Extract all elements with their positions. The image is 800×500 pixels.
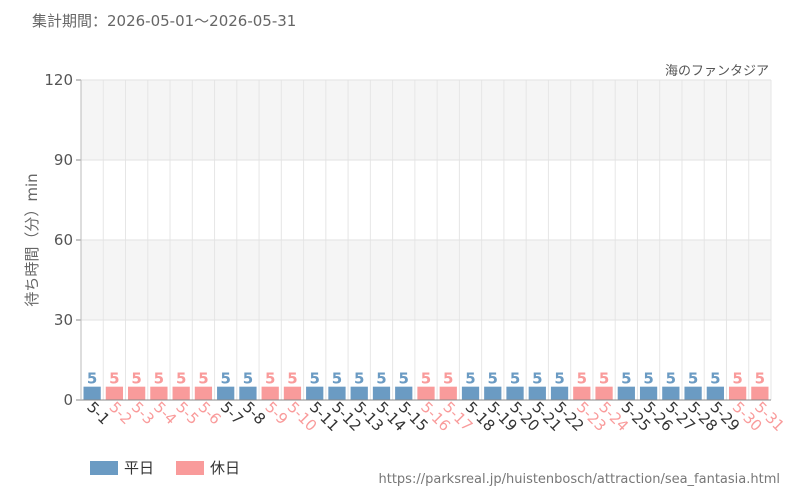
bar	[283, 386, 302, 400]
value-label: 5	[243, 370, 253, 388]
bar	[194, 386, 213, 400]
vertical-gridlines	[102, 80, 772, 400]
y-tick-label: 30	[54, 311, 73, 329]
value-label: 5	[732, 370, 742, 388]
x-tick-labels: 5-15-25-35-45-55-65-75-85-95-105-115-125…	[83, 398, 788, 435]
value-label: 5	[176, 370, 186, 388]
bar	[484, 386, 502, 400]
legend: 平日 休日	[90, 457, 240, 478]
bars	[83, 386, 769, 400]
value-label: 5	[621, 370, 631, 388]
value-label: 5	[443, 370, 453, 388]
y-tick-label: 0	[63, 391, 73, 409]
value-label: 5	[710, 370, 720, 388]
bar	[751, 386, 769, 400]
bar	[328, 386, 346, 400]
value-label: 5	[287, 370, 297, 388]
legend-label-holiday: 休日	[210, 459, 241, 477]
value-label: 5	[666, 370, 676, 388]
value-label: 5	[309, 370, 319, 388]
value-label: 5	[465, 370, 475, 388]
bar	[550, 386, 569, 400]
plot-band	[81, 80, 771, 160]
y-tick-label: 90	[54, 151, 73, 169]
legend-item-weekday: 平日	[90, 457, 154, 478]
bar	[150, 386, 168, 400]
chart-title: 海のファンタジア	[665, 64, 769, 79]
bar	[350, 386, 368, 400]
value-label: 5	[755, 370, 765, 388]
bar	[417, 386, 435, 400]
value-label: 5	[220, 370, 230, 388]
value-label: 5	[399, 370, 409, 388]
bar	[239, 386, 257, 400]
bar	[372, 386, 391, 400]
value-label: 5	[421, 370, 431, 388]
y-tick-label: 60	[54, 231, 73, 249]
bar	[506, 386, 524, 400]
value-label: 5	[154, 370, 164, 388]
value-label: 5	[554, 370, 564, 388]
bar	[461, 386, 480, 400]
bar	[128, 386, 146, 400]
bar	[662, 386, 680, 400]
value-label: 5	[376, 370, 386, 388]
value-label: 5	[577, 370, 587, 388]
value-label: 5	[198, 370, 208, 388]
value-label: 5	[532, 370, 542, 388]
source-url: https://parksreal.jp/huistenbosch/attrac…	[378, 472, 781, 487]
period-label: 集計期間：2026-05-01～2026-05-31	[32, 12, 297, 30]
value-label: 5	[643, 370, 653, 388]
y-axis-label: 待ち時間（分）min	[23, 173, 41, 306]
legend-label-weekday: 平日	[124, 459, 155, 477]
bar	[706, 386, 724, 400]
bar	[528, 386, 546, 400]
bar	[306, 386, 324, 400]
bar	[83, 386, 101, 400]
value-label: 5	[109, 370, 119, 388]
value-label: 5	[265, 370, 275, 388]
bar	[595, 386, 613, 400]
bar	[728, 386, 747, 400]
y-tick-label: 120	[44, 71, 73, 89]
value-label: 5	[488, 370, 498, 388]
y-axis-ticks: 0 30 60 90 120	[44, 71, 81, 409]
plot-band	[81, 160, 771, 240]
bar	[684, 386, 702, 400]
bar	[105, 386, 124, 400]
value-label: 5	[354, 370, 364, 388]
legend-swatch-holiday	[176, 460, 205, 475]
value-label: 5	[688, 370, 698, 388]
value-label: 5	[510, 370, 520, 388]
value-label: 5	[131, 370, 141, 388]
bar	[172, 386, 190, 400]
value-label: 5	[87, 370, 97, 388]
bar	[439, 386, 457, 400]
value-label: 5	[599, 370, 609, 388]
bar	[617, 386, 635, 400]
bar	[573, 386, 591, 400]
bar	[395, 386, 413, 400]
value-label: 5	[332, 370, 342, 388]
bar	[261, 386, 279, 400]
bar	[639, 386, 658, 400]
legend-swatch-weekday	[90, 460, 118, 475]
legend-item-holiday: 休日	[176, 457, 240, 478]
plot-band	[81, 240, 771, 320]
bar	[217, 386, 235, 400]
